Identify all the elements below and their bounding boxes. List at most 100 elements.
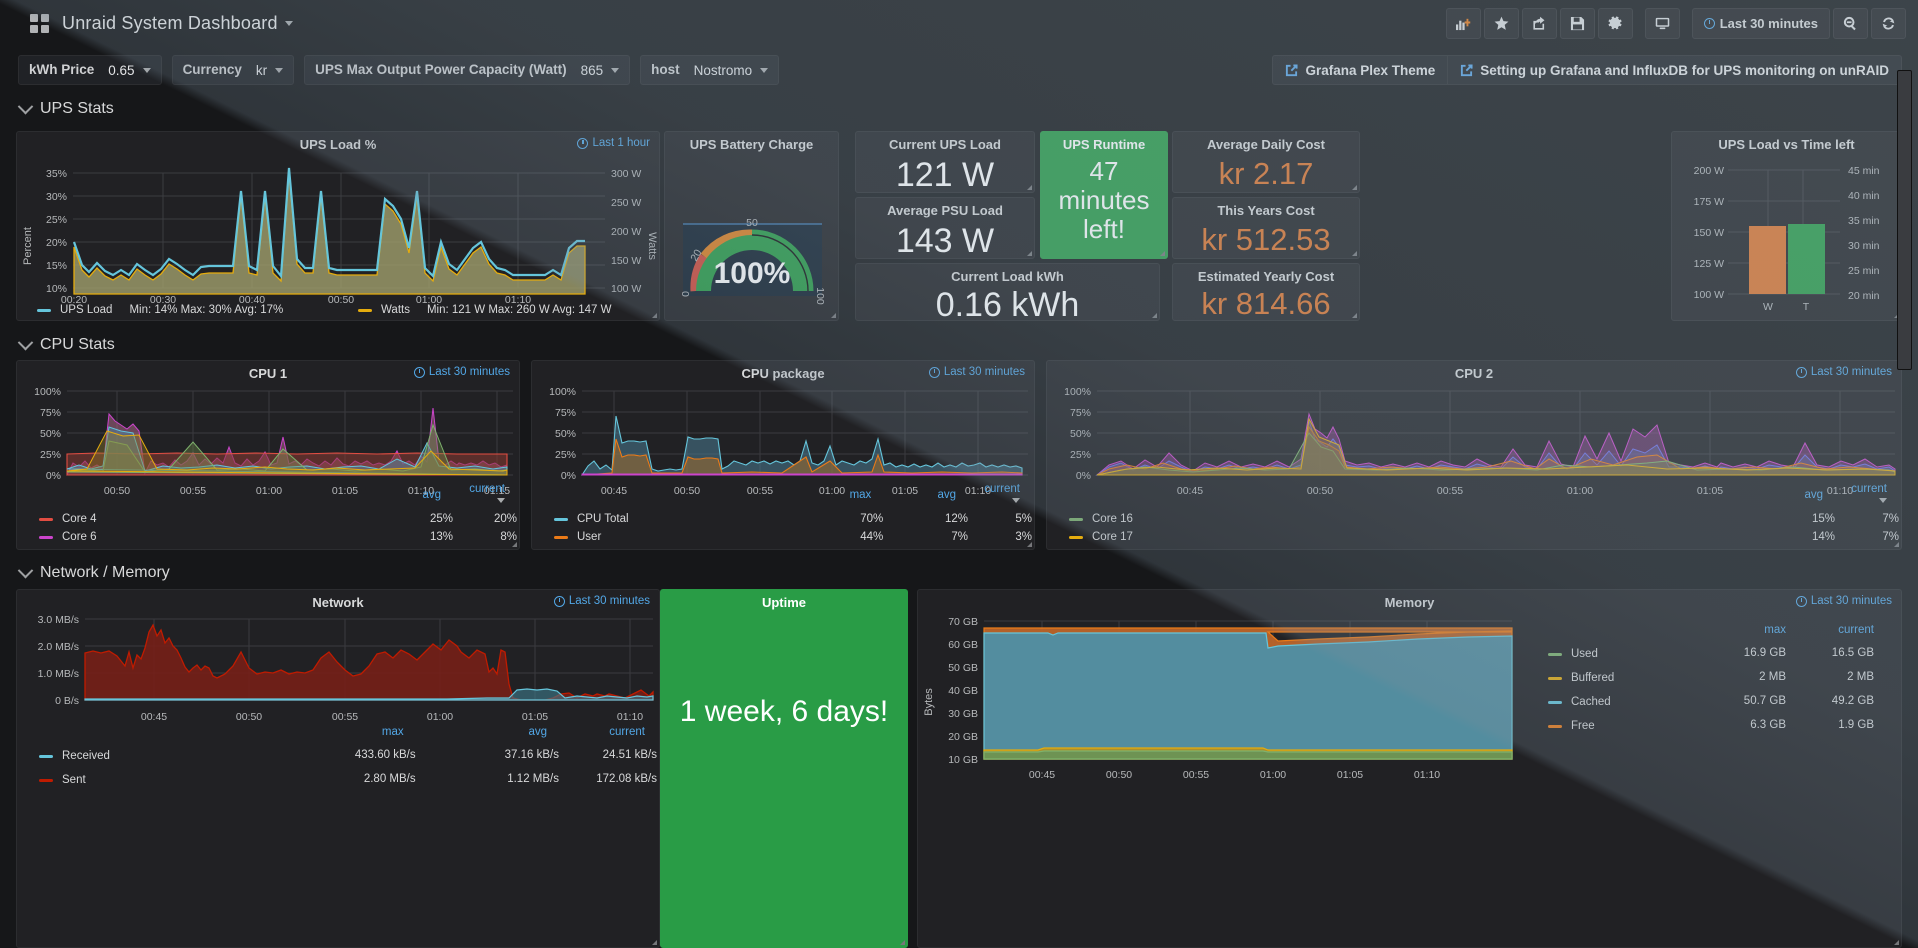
link-grafana-plex-theme[interactable]: Grafana Plex Theme <box>1272 55 1449 85</box>
legend-header-max[interactable]: max <box>1764 624 1786 636</box>
legend-header-avg[interactable]: avg <box>422 489 441 501</box>
legend-header-current[interactable]: current <box>455 481 517 509</box>
legend-header-max[interactable]: max <box>381 726 404 738</box>
save-dashboard-button[interactable] <box>1559 7 1595 39</box>
panel-cpu-2[interactable]: CPU 2 Last 30 minutes 100% 75% 50% 25% 0% 00… <box>1046 360 1902 550</box>
panel-time-range[interactable]: Last 30 minutes <box>413 366 510 378</box>
legend-header-current[interactable]: current <box>1837 481 1899 509</box>
panel-resize-handle[interactable] <box>1152 313 1157 318</box>
panel-ups-load-vs-time-left[interactable]: UPS Load vs Time left 200 W 175 W 150 W 12… <box>1671 131 1902 321</box>
link-setting-up-grafana-influxdb[interactable]: Setting up Grafana and InfluxDB for UPS … <box>1448 55 1902 85</box>
panel-resize-handle[interactable] <box>1894 940 1899 945</box>
legend-stats: Min: 14% Max: 30% Avg: 17% <box>129 304 284 316</box>
panel-resize-handle[interactable] <box>1352 313 1357 318</box>
variable-kwh-price[interactable]: kWh Price 0.65 <box>18 55 162 85</box>
legend-header-max[interactable]: max <box>849 489 872 501</box>
panel-resize-handle[interactable] <box>1894 542 1899 547</box>
panel-average-psu-load[interactable]: Average PSU Load 143 W <box>855 197 1035 259</box>
tv-mode-button[interactable] <box>1644 7 1680 39</box>
svg-text:25%: 25% <box>46 214 67 226</box>
legend-row[interactable]: Core 17 14% 7% <box>1049 529 1899 545</box>
legend-row[interactable]: Buffered 2 MB 2 MB <box>1528 664 1894 686</box>
panel-time-range[interactable]: Last 30 minutes <box>1795 366 1892 378</box>
variable-ups-max-output[interactable]: UPS Max Output Power Capacity (Watt) 865 <box>304 55 631 85</box>
legend-header-avg[interactable]: avg <box>528 726 547 738</box>
legend-row[interactable]: Used 16.9 GB 16.5 GB <box>1528 640 1894 662</box>
add-panel-button[interactable] <box>1445 7 1481 39</box>
svg-text:25%: 25% <box>40 449 61 461</box>
panel-network[interactable]: Network Last 30 minutes 3.0 MB/s 2.0 MB/s… <box>16 589 660 948</box>
legend-row[interactable]: Received 433.60 kB/s 37.16 kB/s 24.51 kB… <box>19 742 657 764</box>
panel-resize-handle[interactable] <box>512 542 517 547</box>
panel-time-range[interactable]: Last 30 minutes <box>553 595 650 607</box>
panel-memory[interactable]: Memory Last 30 minutes Bytes 70 GB 60 GB 5… <box>917 589 1902 948</box>
legend-item[interactable]: Watts Min: 121 W Max: 260 W Avg: 147 W <box>338 304 659 316</box>
legend-header-current[interactable]: current <box>609 726 645 738</box>
legend-header-avg[interactable]: avg <box>1804 489 1823 501</box>
panel-ups-load-percent[interactable]: UPS Load % Last 1 hour Percent Watts 35%… <box>16 131 660 321</box>
time-range-picker[interactable]: Last 30 minutes <box>1691 7 1830 39</box>
panel-resize-handle[interactable] <box>652 313 657 318</box>
star-dashboard-button[interactable] <box>1483 7 1519 39</box>
panel-resize-handle[interactable] <box>900 940 905 945</box>
svg-text:T: T <box>1803 301 1810 313</box>
panel-current-load-kwh[interactable]: Current Load kWh 0.16 kWh <box>855 263 1160 321</box>
panel-resize-handle[interactable] <box>1027 542 1032 547</box>
zoom-out-time-button[interactable] <box>1833 7 1868 39</box>
panel-resize-handle[interactable] <box>1160 251 1165 256</box>
svg-text:2.0 MB/s: 2.0 MB/s <box>38 641 79 653</box>
panel-cpu-package[interactable]: CPU package Last 30 minutes 100% 75% 50% 25… <box>531 360 1035 550</box>
variable-host[interactable]: host Nostromo <box>640 55 780 85</box>
panel-estimated-yearly-cost[interactable]: Estimated Yearly Cost kr 814.66 <box>1172 263 1360 321</box>
panel-current-ups-load[interactable]: Current UPS Load 121 W <box>855 131 1035 193</box>
refresh-dashboard-button[interactable] <box>1871 7 1906 39</box>
legend-header-current[interactable]: current <box>1838 624 1874 636</box>
share-dashboard-button[interactable] <box>1521 7 1557 39</box>
panel-cpu-1[interactable]: CPU 1 Last 30 minutes 100% 75% 50% 25% 0% 00… <box>16 360 520 550</box>
panel-ups-runtime[interactable]: UPS Runtime 47 minutes left! <box>1040 131 1168 259</box>
panel-resize-handle[interactable] <box>831 313 836 318</box>
stat-value: 1 week, 6 days! <box>679 695 889 728</box>
scrollbar-thumb[interactable] <box>1897 70 1912 370</box>
svg-text:125 W: 125 W <box>1694 258 1724 270</box>
legend-item[interactable]: UPS Load Min: 14% Max: 30% Avg: 17% <box>17 304 338 316</box>
legend-row[interactable]: Core 6 13% 8% <box>19 529 517 545</box>
panel-resize-handle[interactable] <box>1027 185 1032 190</box>
svg-text:00:50: 00:50 <box>1307 485 1333 497</box>
panel-resize-handle[interactable] <box>1352 251 1357 256</box>
legend-header-current[interactable]: current <box>970 481 1032 509</box>
panel-time-range[interactable]: Last 30 minutes <box>928 366 1025 378</box>
row-title: UPS Stats <box>40 100 114 117</box>
row-header-ups-stats[interactable]: UPS Stats <box>0 94 1918 124</box>
panel-time-range[interactable]: Last 30 minutes <box>1795 595 1892 607</box>
legend-row[interactable]: Free 6.3 GB 1.9 GB <box>1528 712 1894 734</box>
panel-resize-handle[interactable] <box>1352 185 1357 190</box>
legend-row[interactable]: CPU Total 70% 12% 5% <box>534 511 1032 527</box>
panel-ups-battery-charge[interactable]: UPS Battery Charge 50 20 0 100 100% <box>664 131 839 321</box>
legend-label: Core 6 <box>62 531 97 543</box>
panel-resize-handle[interactable] <box>1027 251 1032 256</box>
dashboard-settings-button[interactable] <box>1597 7 1633 39</box>
variable-value[interactable]: Nostromo <box>690 63 779 78</box>
legend-color-swatch <box>1069 517 1083 521</box>
legend-header-avg[interactable]: avg <box>937 489 956 501</box>
legend-row[interactable]: Core 4 25% 20% <box>19 511 517 527</box>
legend-row[interactable]: User 44% 7% 3% <box>534 529 1032 545</box>
panel-time-range[interactable]: Last 1 hour <box>577 137 650 149</box>
panel-resize-handle[interactable] <box>652 940 657 945</box>
variable-value[interactable]: 865 <box>577 63 630 78</box>
variable-value[interactable]: kr <box>252 63 293 78</box>
panel-this-years-cost[interactable]: This Years Cost kr 512.53 <box>1172 197 1360 259</box>
row-header-network-memory[interactable]: Network / Memory <box>0 558 1918 588</box>
panel-uptime[interactable]: Uptime 1 week, 6 days! <box>660 589 908 948</box>
legend-row[interactable]: Core 16 15% 7% <box>1049 511 1899 527</box>
legend-row[interactable]: Cached 50.7 GB 49.2 GB <box>1528 688 1894 710</box>
panel-resize-handle[interactable] <box>1894 313 1899 318</box>
variable-value[interactable]: 0.65 <box>104 63 160 78</box>
variable-currency[interactable]: Currency kr <box>171 55 295 85</box>
panel-average-daily-cost[interactable]: Average Daily Cost kr 2.17 <box>1172 131 1360 193</box>
page-scrollbar[interactable] <box>1897 0 1912 948</box>
dashboard-title-menu[interactable]: Unraid System Dashboard <box>62 13 293 34</box>
legend-row[interactable]: Sent 2.80 MB/s 1.12 MB/s 172.08 kB/s <box>19 766 657 788</box>
row-header-cpu-stats[interactable]: CPU Stats <box>0 330 1918 360</box>
